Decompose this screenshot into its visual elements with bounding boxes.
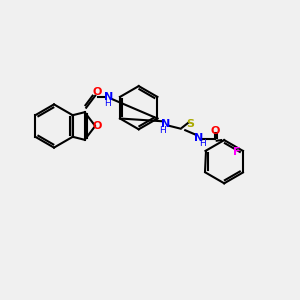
Text: O: O [211,126,220,136]
Text: N: N [194,133,203,143]
Text: N: N [161,119,170,129]
Text: O: O [92,121,101,131]
Text: S: S [187,118,195,129]
Text: O: O [92,87,101,97]
Text: H: H [199,139,206,148]
Text: H: H [159,126,166,135]
Text: H: H [104,99,111,108]
Text: F: F [233,147,241,158]
Text: N: N [104,92,113,102]
